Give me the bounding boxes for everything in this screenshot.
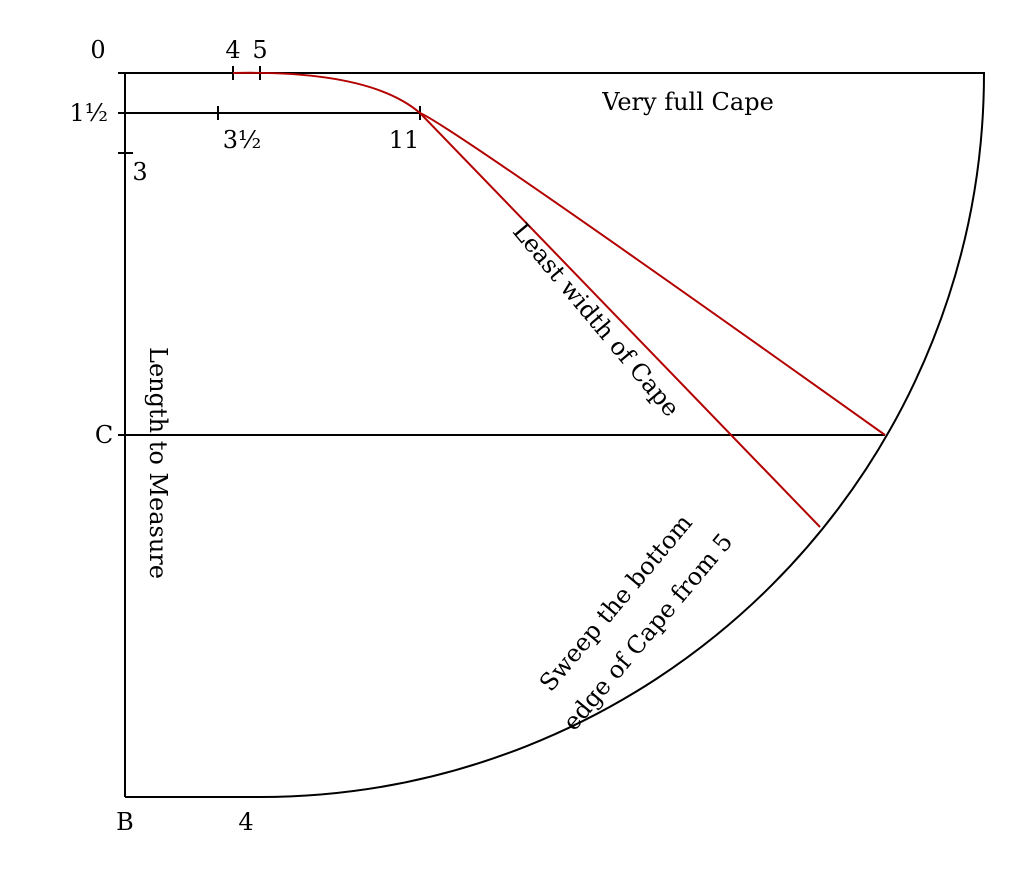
cape-lines <box>232 71 886 528</box>
point-label: 0 <box>90 36 105 64</box>
point-label: 3½ <box>223 126 262 154</box>
annotation: Least width of Cape <box>507 218 685 423</box>
shoulder-curve <box>232 71 421 114</box>
point-label: 4 <box>225 36 240 64</box>
point-label: B <box>116 808 134 836</box>
point-label: 11 <box>389 126 420 154</box>
point-label: 4 <box>238 808 253 836</box>
least-width-line <box>419 112 821 528</box>
annotation: Very full Cape <box>601 88 774 116</box>
point-label: 5 <box>252 36 267 64</box>
full-cape-line <box>419 112 886 436</box>
point-label: C <box>95 421 113 449</box>
hem-arc <box>259 72 985 798</box>
annotation: Length to Measure <box>144 347 172 579</box>
point-label: 3 <box>132 158 147 186</box>
point-label: 1½ <box>69 99 108 127</box>
